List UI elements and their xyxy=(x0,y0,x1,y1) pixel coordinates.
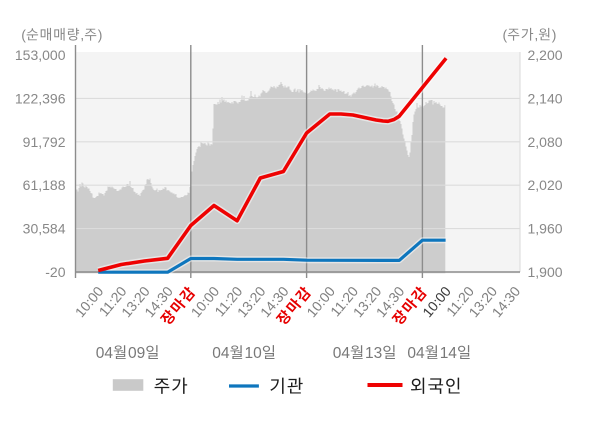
svg-text:1,900: 1,900 xyxy=(528,264,563,280)
svg-text:,: , xyxy=(80,27,84,43)
svg-text:04: 04 xyxy=(212,345,230,362)
svg-text:61,188: 61,188 xyxy=(23,177,66,193)
svg-text:153,000: 153,000 xyxy=(15,47,66,63)
svg-text:122,396: 122,396 xyxy=(15,90,66,106)
svg-text:2,200: 2,200 xyxy=(528,47,563,63)
svg-text:1,960: 1,960 xyxy=(528,221,563,237)
svg-text:): ) xyxy=(552,27,557,43)
svg-text:,: , xyxy=(534,27,538,43)
svg-text:2,020: 2,020 xyxy=(528,177,563,193)
svg-text:2,140: 2,140 xyxy=(528,90,563,106)
svg-text:10: 10 xyxy=(245,345,263,362)
svg-text:-20: -20 xyxy=(45,264,65,280)
svg-text:(: ( xyxy=(21,27,26,43)
svg-text:09: 09 xyxy=(128,345,145,362)
svg-text:): ) xyxy=(98,27,103,43)
svg-text:04: 04 xyxy=(333,345,351,362)
svg-text:04: 04 xyxy=(96,345,114,362)
svg-text:13: 13 xyxy=(365,345,382,362)
svg-text:14: 14 xyxy=(440,345,458,362)
svg-text:(: ( xyxy=(503,27,508,43)
svg-text:04: 04 xyxy=(407,345,425,362)
svg-text:91,792: 91,792 xyxy=(23,134,66,150)
svg-text:30,584: 30,584 xyxy=(23,221,66,237)
svg-text:2,080: 2,080 xyxy=(528,134,563,150)
